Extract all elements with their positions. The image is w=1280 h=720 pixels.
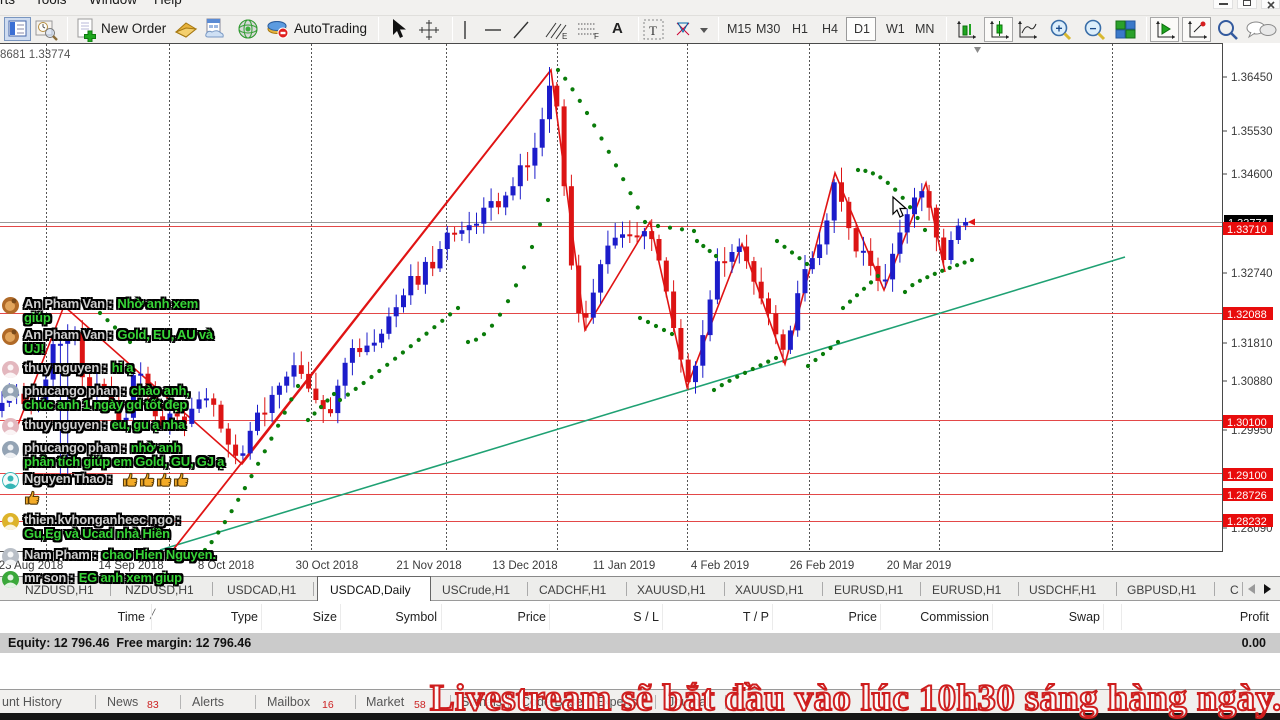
svg-text:−: − [1090, 22, 1097, 36]
svg-text:1.33710: 1.33710 [1227, 224, 1267, 236]
svg-text:1.35530: 1.35530 [1231, 126, 1273, 138]
svg-text:1.34600: 1.34600 [1231, 169, 1273, 181]
svg-text:11 Jan 2019: 11 Jan 2019 [593, 560, 655, 572]
svg-text:1.28726: 1.28726 [1227, 490, 1267, 502]
svg-text:1.28232: 1.28232 [1227, 516, 1267, 528]
svg-text:1.30880: 1.30880 [1231, 376, 1273, 388]
svg-text:20 Mar 2019: 20 Mar 2019 [887, 560, 952, 572]
svg-text:8681 1.33774: 8681 1.33774 [0, 49, 71, 61]
svg-text:T: T [649, 23, 657, 38]
svg-text:F: F [594, 32, 599, 41]
svg-text:26 Feb 2019: 26 Feb 2019 [790, 560, 855, 572]
svg-text:14 Sep 2018: 14 Sep 2018 [98, 560, 163, 572]
svg-text:+: + [1056, 22, 1063, 36]
svg-text:30 Oct 2018: 30 Oct 2018 [296, 560, 359, 572]
svg-text:1.30100: 1.30100 [1227, 417, 1267, 429]
svg-text:1.31810: 1.31810 [1231, 338, 1273, 350]
svg-text:1.32740: 1.32740 [1231, 268, 1273, 280]
svg-text:21 Nov 2018: 21 Nov 2018 [396, 560, 461, 572]
svg-text:4 Feb 2019: 4 Feb 2019 [691, 560, 749, 572]
svg-text:1.29100: 1.29100 [1227, 470, 1267, 482]
svg-text:8 Oct 2018: 8 Oct 2018 [198, 560, 254, 572]
svg-text:E: E [562, 32, 567, 41]
svg-text:1.32088: 1.32088 [1227, 309, 1267, 321]
svg-text:13 Dec 2018: 13 Dec 2018 [492, 560, 557, 572]
svg-text:1.36450: 1.36450 [1231, 72, 1273, 84]
